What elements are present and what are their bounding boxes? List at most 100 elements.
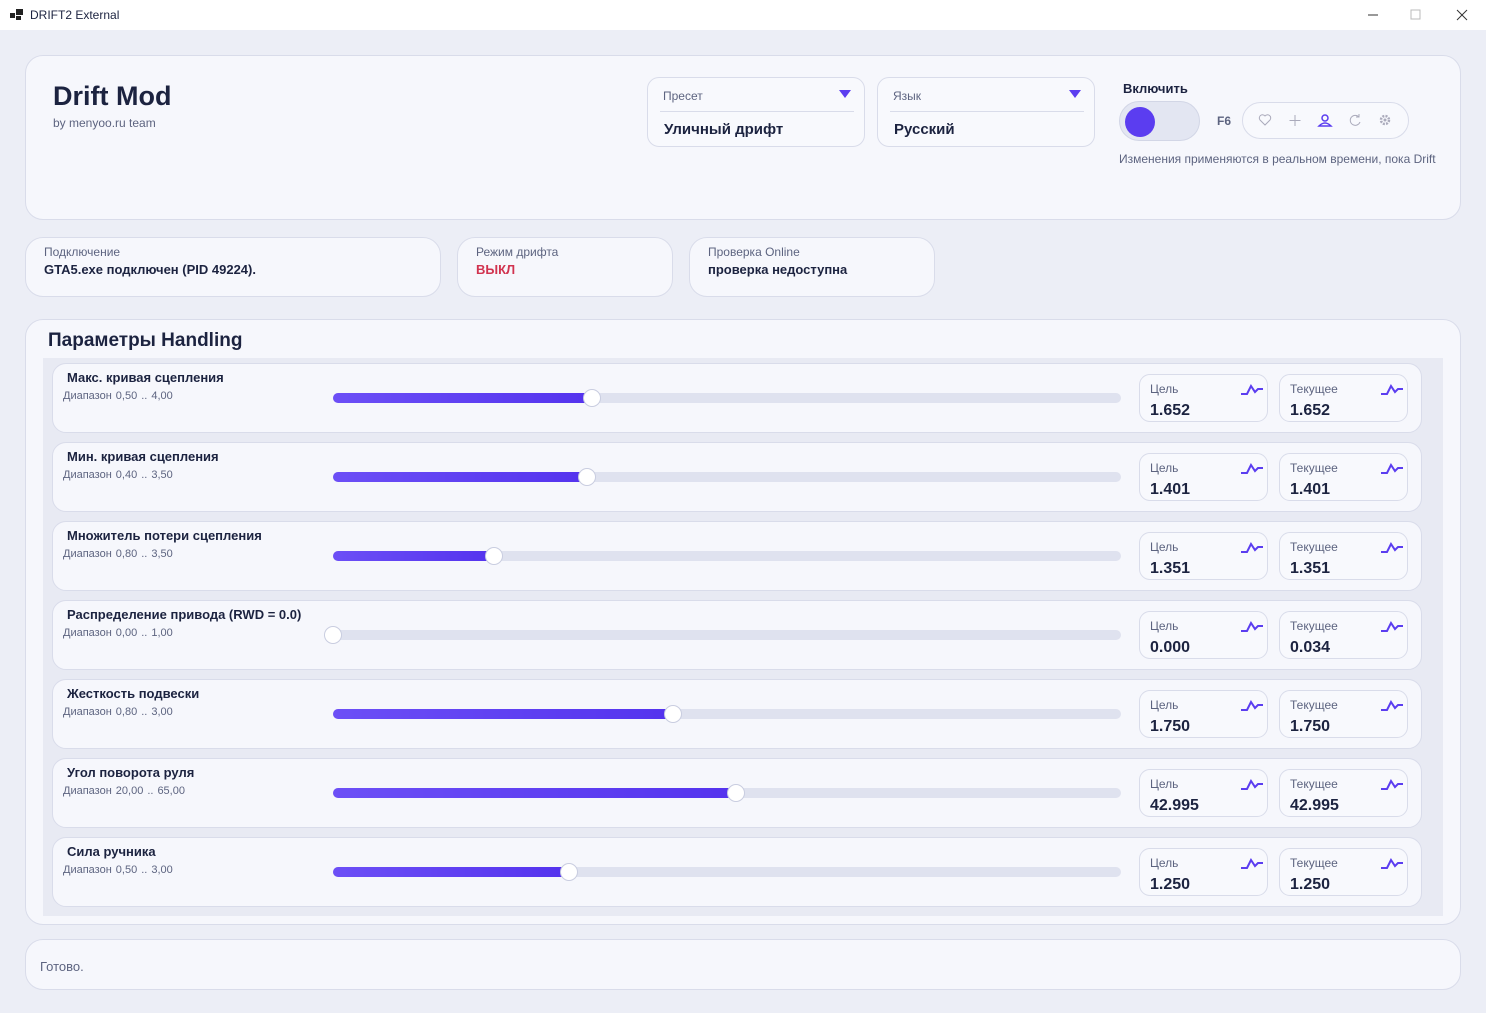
range-min: 0,40 [115,469,138,481]
slider-track[interactable] [333,867,1121,877]
value-box: Цель 42.995 [1139,769,1268,817]
value-box: Цель 0.000 [1139,611,1268,659]
slider-thumb[interactable] [484,547,503,565]
slider-fill [333,472,588,482]
slider-track[interactable] [333,551,1121,561]
param-name: Мин. кривая сцепления [67,449,219,464]
enable-toggle[interactable] [1119,101,1200,141]
title-bar: DRIFT2 External [0,0,1486,30]
value-number: 1.351 [1150,560,1191,577]
slider-thumb[interactable] [726,784,745,802]
status-value: GTA5.exe подключен (PID 49224). [44,262,256,277]
value-label: Текущее [1290,856,1338,870]
dropdown-arrow [1069,90,1081,98]
slider-thumb[interactable] [583,389,602,407]
range-min: 0,00 [115,627,138,639]
slider-thumb[interactable] [560,863,579,881]
value-number: 1.750 [1290,718,1331,735]
language-dropdown[interactable]: Язык Русский [877,77,1095,147]
status-card: Режим дрифта ВЫКЛ [457,237,673,297]
range-max: 65,00 [157,785,185,797]
value-box: Текущее 1.401 [1279,453,1408,501]
param-name: Множитель потери сцепления [67,528,262,543]
trend-icon [1241,621,1263,632]
window-controls[interactable] [1360,0,1486,30]
trend-icon [1381,858,1403,869]
value-label: Текущее [1290,698,1338,712]
param-name: Распределение привода (RWD = 0.0) [67,607,302,622]
status-label: Режим дрифта [476,245,559,259]
value-box: Цель 1.401 [1139,453,1268,501]
refresh-icon[interactable] [1349,114,1361,126]
range-sep: .. [141,706,148,718]
value-number: 1.351 [1290,560,1331,577]
preset-label: Пресет [663,89,703,103]
status-value: проверка недоступна [708,262,848,277]
param-name: Сила ручника [67,844,156,859]
trend-icon [1381,779,1403,790]
settings-icon[interactable] [1379,114,1391,126]
trend-icon [1241,858,1263,869]
range-prefix: Диапазон [63,864,112,876]
range-min: 0,80 [115,548,138,560]
value-number: 1.250 [1290,876,1331,893]
value-box: Цель 1.250 [1139,848,1268,896]
slider-fill [333,551,494,561]
value-number: 1.250 [1150,876,1191,893]
trend-icon [1241,463,1263,474]
value-number: 1.750 [1150,718,1191,735]
status-label: Проверка Online [708,245,800,259]
window-title: DRIFT2 External [30,8,120,22]
value-box: Текущее 1.750 [1279,690,1408,738]
enable-label: Включить [1123,81,1188,96]
slider-track[interactable] [333,472,1121,482]
range-sep: .. [141,469,148,481]
range-prefix: Диапазон [63,390,112,402]
profile-icon[interactable] [1317,114,1333,127]
value-number: 0.000 [1150,639,1191,656]
range-sep: .. [141,864,148,876]
trend-icon [1241,542,1263,553]
trend-icon [1381,384,1403,395]
status-label: Подключение [44,245,121,259]
value-box: Текущее 1.652 [1279,374,1408,422]
slider-fill [333,788,736,798]
range-max: 3,00 [151,864,173,876]
hotkey-label: F6 [1217,114,1232,128]
trend-icon [1381,621,1403,632]
range-prefix: Диапазон [63,785,112,797]
range-min: 0,80 [115,706,138,718]
value-label: Текущее [1290,540,1338,554]
param-range: Диапазон 0,80.. 3,00 [63,706,173,718]
slider-track[interactable] [333,709,1121,719]
range-max: 3,50 [151,548,173,560]
realtime-note: Изменения применяются в реальном времени… [1119,152,1436,166]
preset-value: Уличный дрифт [664,121,784,138]
value-label: Цель [1150,619,1179,633]
param-name: Макс. кривая сцепления [67,370,224,385]
slider-thumb[interactable] [664,705,683,723]
trend-icon [1241,700,1263,711]
value-label: Цель [1150,856,1179,870]
section-title: Параметры Handling [48,330,243,351]
value-number: 42.995 [1290,797,1339,814]
value-label: Цель [1150,540,1179,554]
status-text: Готово. [40,959,84,974]
add-icon[interactable] [1289,115,1301,126]
icon-toolbar [1242,102,1409,139]
slider-thumb[interactable] [324,626,342,644]
status-value: ВЫКЛ [476,262,516,277]
value-box: Цель 1.652 [1139,374,1268,422]
language-label: Язык [893,89,922,103]
slider-track[interactable] [333,630,1121,640]
param-range: Диапазон 20,00.. 65,00 [63,785,185,797]
app-title: Drift Mod [53,81,172,111]
value-box: Текущее 1.351 [1279,532,1408,580]
range-sep: .. [141,548,148,560]
slider-track[interactable] [333,393,1121,403]
range-max: 4,00 [151,390,173,402]
slider-thumb[interactable] [578,468,597,486]
trend-icon [1381,700,1403,711]
favorite-icon[interactable] [1258,114,1272,126]
preset-dropdown[interactable]: Пресет Уличный дрифт [647,77,865,147]
